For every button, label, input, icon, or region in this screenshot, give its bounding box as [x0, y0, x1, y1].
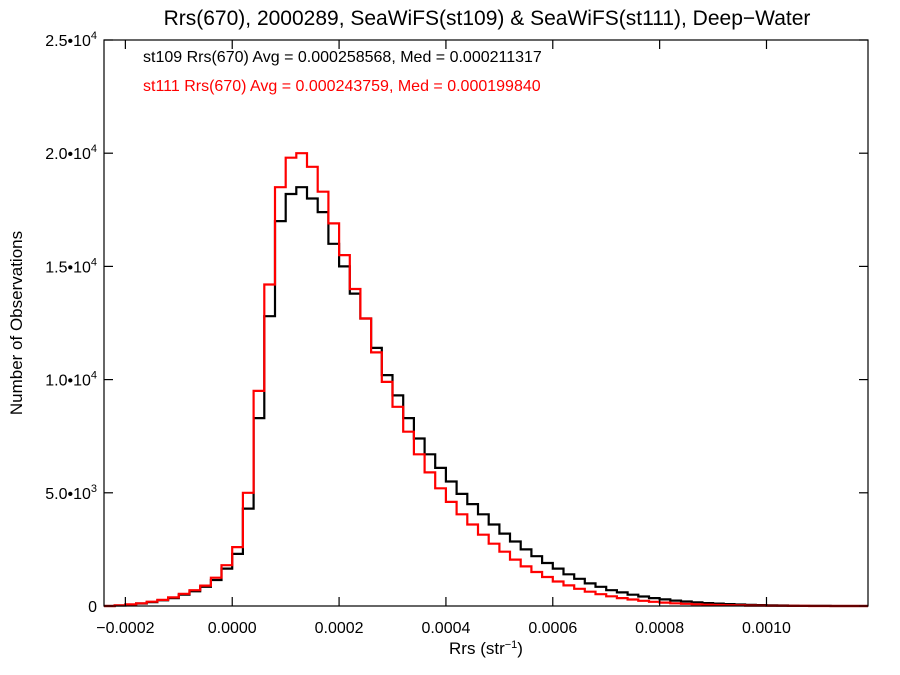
y-tick-label: 1.5•104	[45, 256, 97, 276]
y-tick-label: 0	[88, 599, 97, 616]
series-st109-line	[104, 186, 868, 608]
x-axis: −0.0002 0.0000 0.0002 0.0004 0.0006 0.0008 0.0…	[96, 40, 791, 637]
y-axis-label: Number of Observations	[7, 231, 26, 415]
legend: st109 Rrs(670) Avg = 0.000258568, Med = …	[143, 49, 542, 95]
chart-title: Rrs(670), 2000289, SeaWiFS(st109) & SeaW…	[164, 7, 811, 30]
y-tick-label: 2.0•104	[45, 143, 97, 163]
x-tick-label: 0.0002	[315, 620, 364, 637]
y-tick-label: 5.0•103	[45, 483, 97, 503]
y-axis: 0 5.0•103 1.0•104 1.5•104 2.0•104 2.5•104	[45, 30, 868, 616]
x-axis-label: Rrs (str−1)	[449, 639, 523, 658]
x-tick-label: 0.0008	[635, 620, 684, 637]
legend-entry-st109: st109 Rrs(670) Avg = 0.000258568, Med = …	[143, 49, 542, 66]
x-tick-label: 0.0000	[208, 620, 257, 637]
x-tick-label: 0.0010	[742, 620, 791, 637]
series-st111-line	[104, 152, 868, 608]
series-layer	[104, 152, 868, 608]
x-tick-label: −0.0002	[96, 620, 154, 637]
x-tick-label: 0.0004	[421, 620, 470, 637]
y-tick-label: 1.0•104	[45, 370, 97, 390]
legend-entry-st111: st111 Rrs(670) Avg = 0.000243759, Med = …	[143, 78, 541, 95]
y-tick-label: 2.5•104	[45, 30, 97, 50]
plot-frame	[103, 39, 869, 607]
x-tick-label: 0.0006	[528, 620, 577, 637]
